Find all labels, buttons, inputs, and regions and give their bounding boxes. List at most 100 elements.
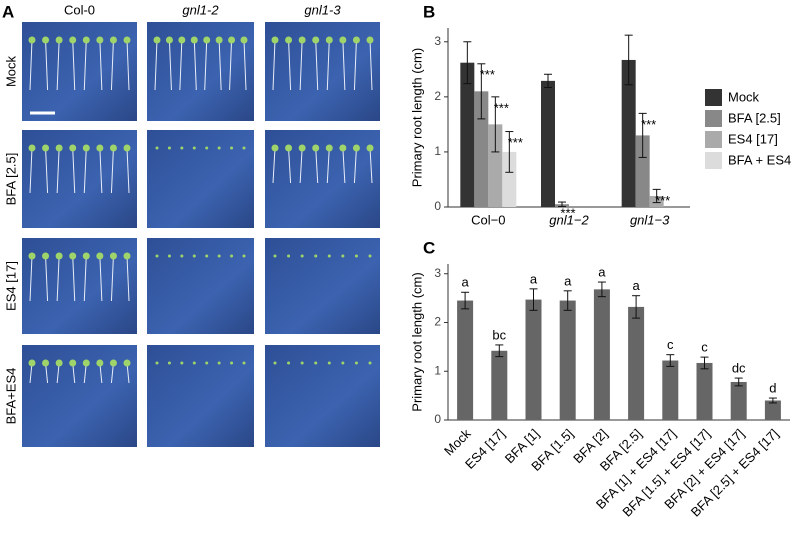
bar (593, 289, 610, 420)
bar (457, 300, 474, 420)
seedling (205, 146, 209, 150)
seedling-root (126, 39, 130, 91)
bar (628, 306, 645, 420)
seedling (180, 254, 184, 258)
seedling (178, 36, 186, 44)
seedling (271, 144, 279, 152)
seedling (28, 144, 36, 152)
seedling (203, 36, 211, 44)
bar (525, 299, 542, 420)
seedling (242, 146, 246, 150)
plate-photo (265, 345, 380, 447)
plate-photo (22, 130, 137, 228)
plate-photo (22, 238, 137, 334)
seedling (215, 36, 223, 44)
significance-label: *** (508, 135, 523, 150)
seedling (55, 252, 63, 260)
legend-swatch (705, 110, 722, 127)
seedling (300, 361, 304, 365)
seedling (217, 146, 221, 150)
seedling (217, 361, 221, 365)
seedling (123, 359, 131, 367)
group-letter: a (461, 275, 469, 290)
plate-photo (265, 238, 380, 334)
seedling (327, 254, 331, 258)
seedling-root (272, 147, 276, 184)
legend-label: ES4 [17] (728, 131, 778, 146)
y-tick-label: 3 (434, 34, 441, 48)
bar (488, 124, 503, 207)
seedling (123, 36, 131, 44)
seedling (325, 144, 333, 152)
group-letter: a (530, 271, 538, 286)
seedling (109, 144, 117, 152)
y-axis-label: Primary root length (cm) (409, 272, 424, 411)
seedling (230, 146, 234, 150)
seedling-root (369, 39, 373, 91)
seedling (368, 361, 372, 365)
seedling (123, 252, 131, 260)
significance-label: *** (641, 117, 656, 132)
legend-label: Mock (728, 89, 760, 104)
seedling (230, 254, 234, 258)
seedling (96, 252, 104, 260)
legend-label: BFA [2.5] (728, 110, 781, 125)
seedling-root (72, 255, 76, 302)
seedling (42, 359, 50, 367)
column-header: Col-0 (64, 2, 95, 17)
seedling-root (353, 39, 357, 91)
group-letter: a (564, 273, 572, 288)
significance-label: *** (560, 205, 575, 220)
seedling-root (99, 255, 103, 302)
seedling-root (243, 39, 247, 91)
panel-a: A Col-0 gnl1-2 gnl1-3 Mock BFA [2.5] ES4 [17] B… (2, 2, 380, 447)
legend-label: BFA + ES4 (728, 152, 791, 167)
seedling (230, 361, 234, 365)
seedling-root (72, 39, 76, 91)
bar (730, 381, 747, 420)
group-letter: c (667, 337, 674, 352)
chart-c: C Primary root length (cm) 0 1 2 3 a bc a a a a c c dc… (409, 238, 790, 520)
seedling-root (45, 147, 49, 194)
seedling-root (45, 255, 49, 302)
legend-swatch (705, 131, 722, 148)
seedling (192, 146, 196, 150)
seedling (96, 144, 104, 152)
y-tick-label: 2 (434, 315, 441, 329)
y-tick-label: 0 (434, 199, 441, 213)
seedling-root (272, 39, 276, 91)
seedling (205, 361, 209, 365)
seedling-root (110, 255, 114, 302)
seedling (82, 252, 90, 260)
seedling-root (56, 255, 60, 302)
seedling-root (83, 255, 87, 302)
seedling (192, 361, 196, 365)
seedling (28, 359, 36, 367)
bar (491, 350, 508, 420)
y-tick-label: 0 (434, 412, 441, 426)
seedling-root (99, 147, 103, 194)
column-header: gnl1-2 (182, 2, 219, 17)
seedling-root (126, 255, 130, 302)
y-tick-label: 1 (434, 363, 441, 377)
seedling-root (45, 39, 49, 91)
seedling (366, 144, 374, 152)
bar (502, 151, 517, 207)
seedling (287, 361, 291, 365)
panel-label: B (423, 2, 435, 21)
seedling-root (126, 147, 130, 194)
seedling-root (288, 147, 292, 184)
seedling-root (342, 39, 346, 91)
seedling-root (99, 39, 103, 91)
seedling-root (315, 147, 319, 184)
seedling (273, 254, 277, 258)
seedling (165, 36, 173, 44)
seedling-root (369, 147, 373, 184)
seedling (285, 36, 293, 44)
seedling (314, 361, 318, 365)
bar (662, 360, 679, 420)
group-letter: d (769, 381, 776, 396)
seedling (55, 359, 63, 367)
seedling (240, 36, 248, 44)
seedling-root (326, 147, 330, 184)
